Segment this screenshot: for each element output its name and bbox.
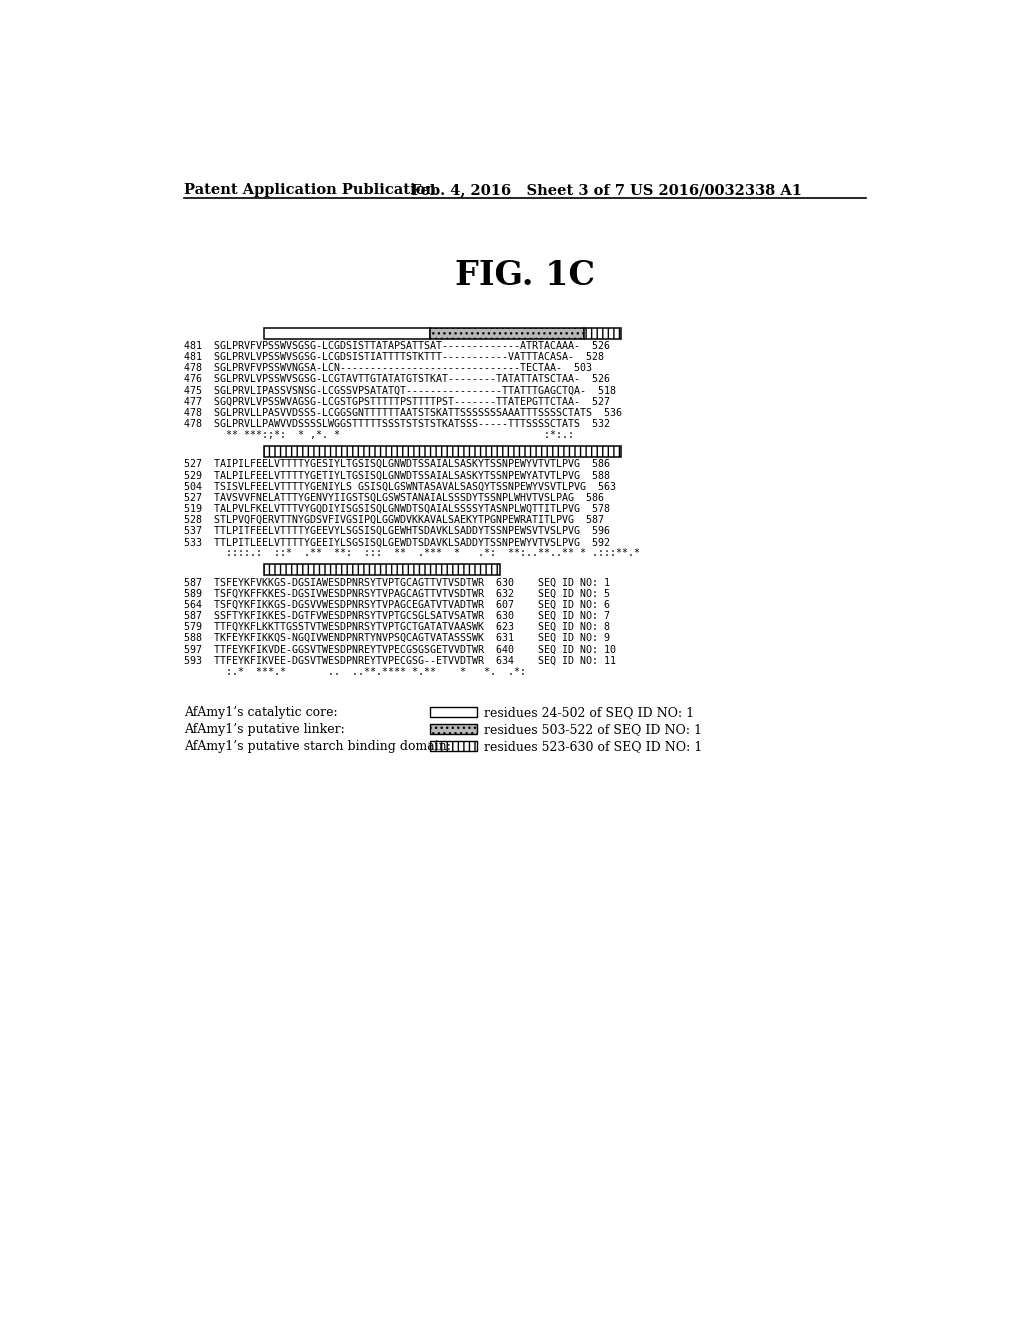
Bar	[430, 708, 477, 718]
Text: 533  TTLPITLEELVTTTTYGEEIYLSGSISQLGEWDTSDAVKLSADDYTSSNPEWYVTVSLPVG  592: 533 TTLPITLEELVTTTTYGEEIYLSGSISQLGEWDTSD…	[183, 537, 610, 548]
Text: 537  TTLPITFEELVTTTTYGEEVYLSGSISQLGEWHTSDAVKLSADDYTSSNPEWSVTVSLPVG  596: 537 TTLPITFEELVTTTTYGEEVYLSGSISQLGEWHTSD…	[183, 527, 610, 536]
Text: 476  SGLPRVLVPSSWVSGSG-LCGTAVTTGTATATGTSTKAT--------TATATTATSCTAA-  526: 476 SGLPRVLVPSSWVSGSG-LCGTAVTTGTATATGTST…	[183, 375, 610, 384]
Text: 478  SGLPRVLLPASVVDSSS-LCGGSGNTTTTTTAATSTSKATTSSSSSSSAAATTTSSSSCTATS  536: 478 SGLPRVLLPASVVDSSS-LCGGSGNTTTTTTAATST…	[183, 408, 622, 418]
Text: 478  SGLPRVFVPSSWVNGSA-LCN------------------------------TECTAA-  503: 478 SGLPRVFVPSSWVNGSA-LCN---------------…	[183, 363, 592, 374]
Text: 527  TAIPILFEELVTTTTYGESIYLTGSISQLGNWDTSSAIALSASKYTSSNPEWYVTVTLPVG  586: 527 TAIPILFEELVTTTTYGESIYLTGSISQLGNWDTSS…	[183, 459, 610, 469]
Text: US 2016/0032338 A1: US 2016/0032338 A1	[630, 183, 802, 197]
Bar	[430, 327, 584, 339]
Text: :.*  ***.*       ..  ..**.**** *.**    *   *.  .*:: :.* ***.* .. ..**.**** *.** * *. .*:	[183, 667, 544, 677]
Text: 589  TSFQYKFFKKES-DGSIVWESDPNRSYTVPAGCAGTTVTVSDTWR  632    SEQ ID NO: 5: 589 TSFQYKFFKKES-DGSIVWESDPNRSYTVPAGCAGT…	[183, 589, 610, 598]
Text: 478  SGLPRVLLPAWVVDSSSSLWGGSTTTTTSSSTSTSTSTKATSSS-----TTTSSSSCTATS  532: 478 SGLPRVLLPAWVVDSSSSLWGGSTTTTTSSSTSTST…	[183, 418, 610, 429]
Bar	[430, 742, 477, 751]
Text: AfAmy1’s putative starch binding domain:: AfAmy1’s putative starch binding domain:	[183, 739, 451, 752]
Text: 519  TALPVLFKELVTTTVYGQDIYISGSISQLGNWDTSQAIALSSSSYTASNPLWQTTITLPVG  578: 519 TALPVLFKELVTTTVYGQDIYISGSISQLGNWDTSQ…	[183, 504, 610, 513]
Text: 529  TALPILFEELVTTTTYGETIYLTGSISQLGNWDTSSAIALSASKYTSSNPEWYATVTLPVG  588: 529 TALPILFEELVTTTTYGETIYLTGSISQLGNWDTSS…	[183, 470, 610, 480]
Text: 587  TSFEYKFVKKGS-DGSIAWESDPNRSYTVPTGCAGTTVTVSDTWR  630    SEQ ID NO: 1: 587 TSFEYKFVKKGS-DGSIAWESDPNRSYTVPTGCAGT…	[183, 577, 610, 587]
Text: 564  TSFQYKFIKKGS-DGSVVWESDPNRSYTVPAGCEGATVTVADTWR  607    SEQ ID NO: 6: 564 TSFQYKFIKKGS-DGSVVWESDPNRSYTVPAGCEGA…	[183, 599, 610, 610]
Text: residues 523-630 of SEQ ID NO: 1: residues 523-630 of SEQ ID NO: 1	[484, 739, 702, 752]
Text: 593  TTFEYKFIKVEE-DGSVTWESDPNREYTVPECGSG--ETVVDTWR  634    SEQ ID NO: 11: 593 TTFEYKFIKVEE-DGSVTWESDPNREYTVPECGSG-…	[183, 656, 615, 665]
Bar	[263, 446, 621, 457]
Text: 527  TAVSVVFNELATTTYGENVYIIGSTSQLGSWSTANAIALSSSDYTSSNPLWHVTVSLPAG  586: 527 TAVSVVFNELATTTYGENVYIIGSTSQLGSWSTANA…	[183, 492, 604, 503]
Bar	[263, 327, 430, 339]
Text: Feb. 4, 2016   Sheet 3 of 7: Feb. 4, 2016 Sheet 3 of 7	[411, 183, 625, 197]
Text: 588  TKFEYKFIKKQS-NGQIVWENDPNRTYNVPSQCAGTVATASSSWK  631    SEQ ID NO: 9: 588 TKFEYKFIKKQS-NGQIVWENDPNRTYNVPSQCAGT…	[183, 634, 610, 643]
Text: Patent Application Publication: Patent Application Publication	[183, 183, 436, 197]
Bar	[263, 564, 500, 576]
Text: AfAmy1’s catalytic core:: AfAmy1’s catalytic core:	[183, 706, 338, 719]
Text: 579  TTFQYKFLKKTTGSSTVTWESDPNRSYTVPTGCTGATATVAASWK  623    SEQ ID NO: 8: 579 TTFQYKFLKKTTGSSTVTWESDPNRSYTVPTGCTGA…	[183, 622, 610, 632]
Text: ** ***:;*:  * ,*. *                                  :*:.:: ** ***:;*: * ,*. * :*:.:	[183, 430, 573, 440]
Text: 587  SSFTYKFIKKES-DGTFVWESDPNRSYTVPTGCSGLSATVSATWR  630    SEQ ID NO: 7: 587 SSFTYKFIKKES-DGTFVWESDPNRSYTVPTGCSGL…	[183, 611, 610, 620]
Text: AfAmy1’s putative linker:: AfAmy1’s putative linker:	[183, 723, 344, 735]
Text: 504  TSISVLFEELVTTTTYGENIYLS GSISQLGSWNTASAVALSASQYTSSNPEWYVSVTLPVG  563: 504 TSISVLFEELVTTTTYGENIYLS GSISQLGSWNTA…	[183, 482, 615, 491]
Bar	[430, 725, 477, 734]
Text: 528  STLPVQFQERVTTNYGDSVFIVGSIPQLGGWDVKKAVALSAEKYTPGNPEWRATITLPVG  587: 528 STLPVQFQERVTTNYGDSVFIVGSIPQLGGWDVKKA…	[183, 515, 604, 525]
Text: residues 503-522 of SEQ ID NO: 1: residues 503-522 of SEQ ID NO: 1	[484, 723, 702, 735]
Text: 481  SGLPRVFVPSSWVSGSG-LCGDSISTTATAPSATTSAT-------------ATRTACAAA-  526: 481 SGLPRVFVPSSWVSGSG-LCGDSISTTATAPSATTS…	[183, 341, 610, 351]
Text: 475  SGLPRVLIPASSVSNSG-LCGSSVPSATATQT----------------TTATTTGAGCTQA-  518: 475 SGLPRVLIPASSVSNSG-LCGSSVPSATATQT----…	[183, 385, 615, 396]
Text: residues 24-502 of SEQ ID NO: 1: residues 24-502 of SEQ ID NO: 1	[484, 706, 694, 719]
Text: 597  TTFEYKFIKVDE-GGSVTWESDPNREYTVPECGSGSGETVVDTWR  640    SEQ ID NO: 10: 597 TTFEYKFIKVDE-GGSVTWESDPNREYTVPECGSGS…	[183, 644, 615, 655]
Text: 481  SGLPRVLVPSSWVSGSG-LCGDSISTIATTTTSTKTTT-----------VATTTACASA-  528: 481 SGLPRVLVPSSWVSGSG-LCGDSISTIATTTTSTKT…	[183, 352, 604, 362]
Text: ::::.:  ::*  .**  **:  :::  **  .***  *   .*:  **:..**..** * .:::**.*: ::::.: ::* .** **: ::: ** .*** * .*: **:…	[183, 548, 646, 558]
Text: 477  SGQPRVLVPSSWVAGSG-LCGSTGPSTTTTTPSTTTTPST-------TTATEPGTTCTAA-  527: 477 SGQPRVLVPSSWVAGSG-LCGSTGPSTTTTTPSTTT…	[183, 397, 610, 407]
Text: FIG. 1C: FIG. 1C	[455, 259, 595, 292]
Bar	[584, 327, 621, 339]
